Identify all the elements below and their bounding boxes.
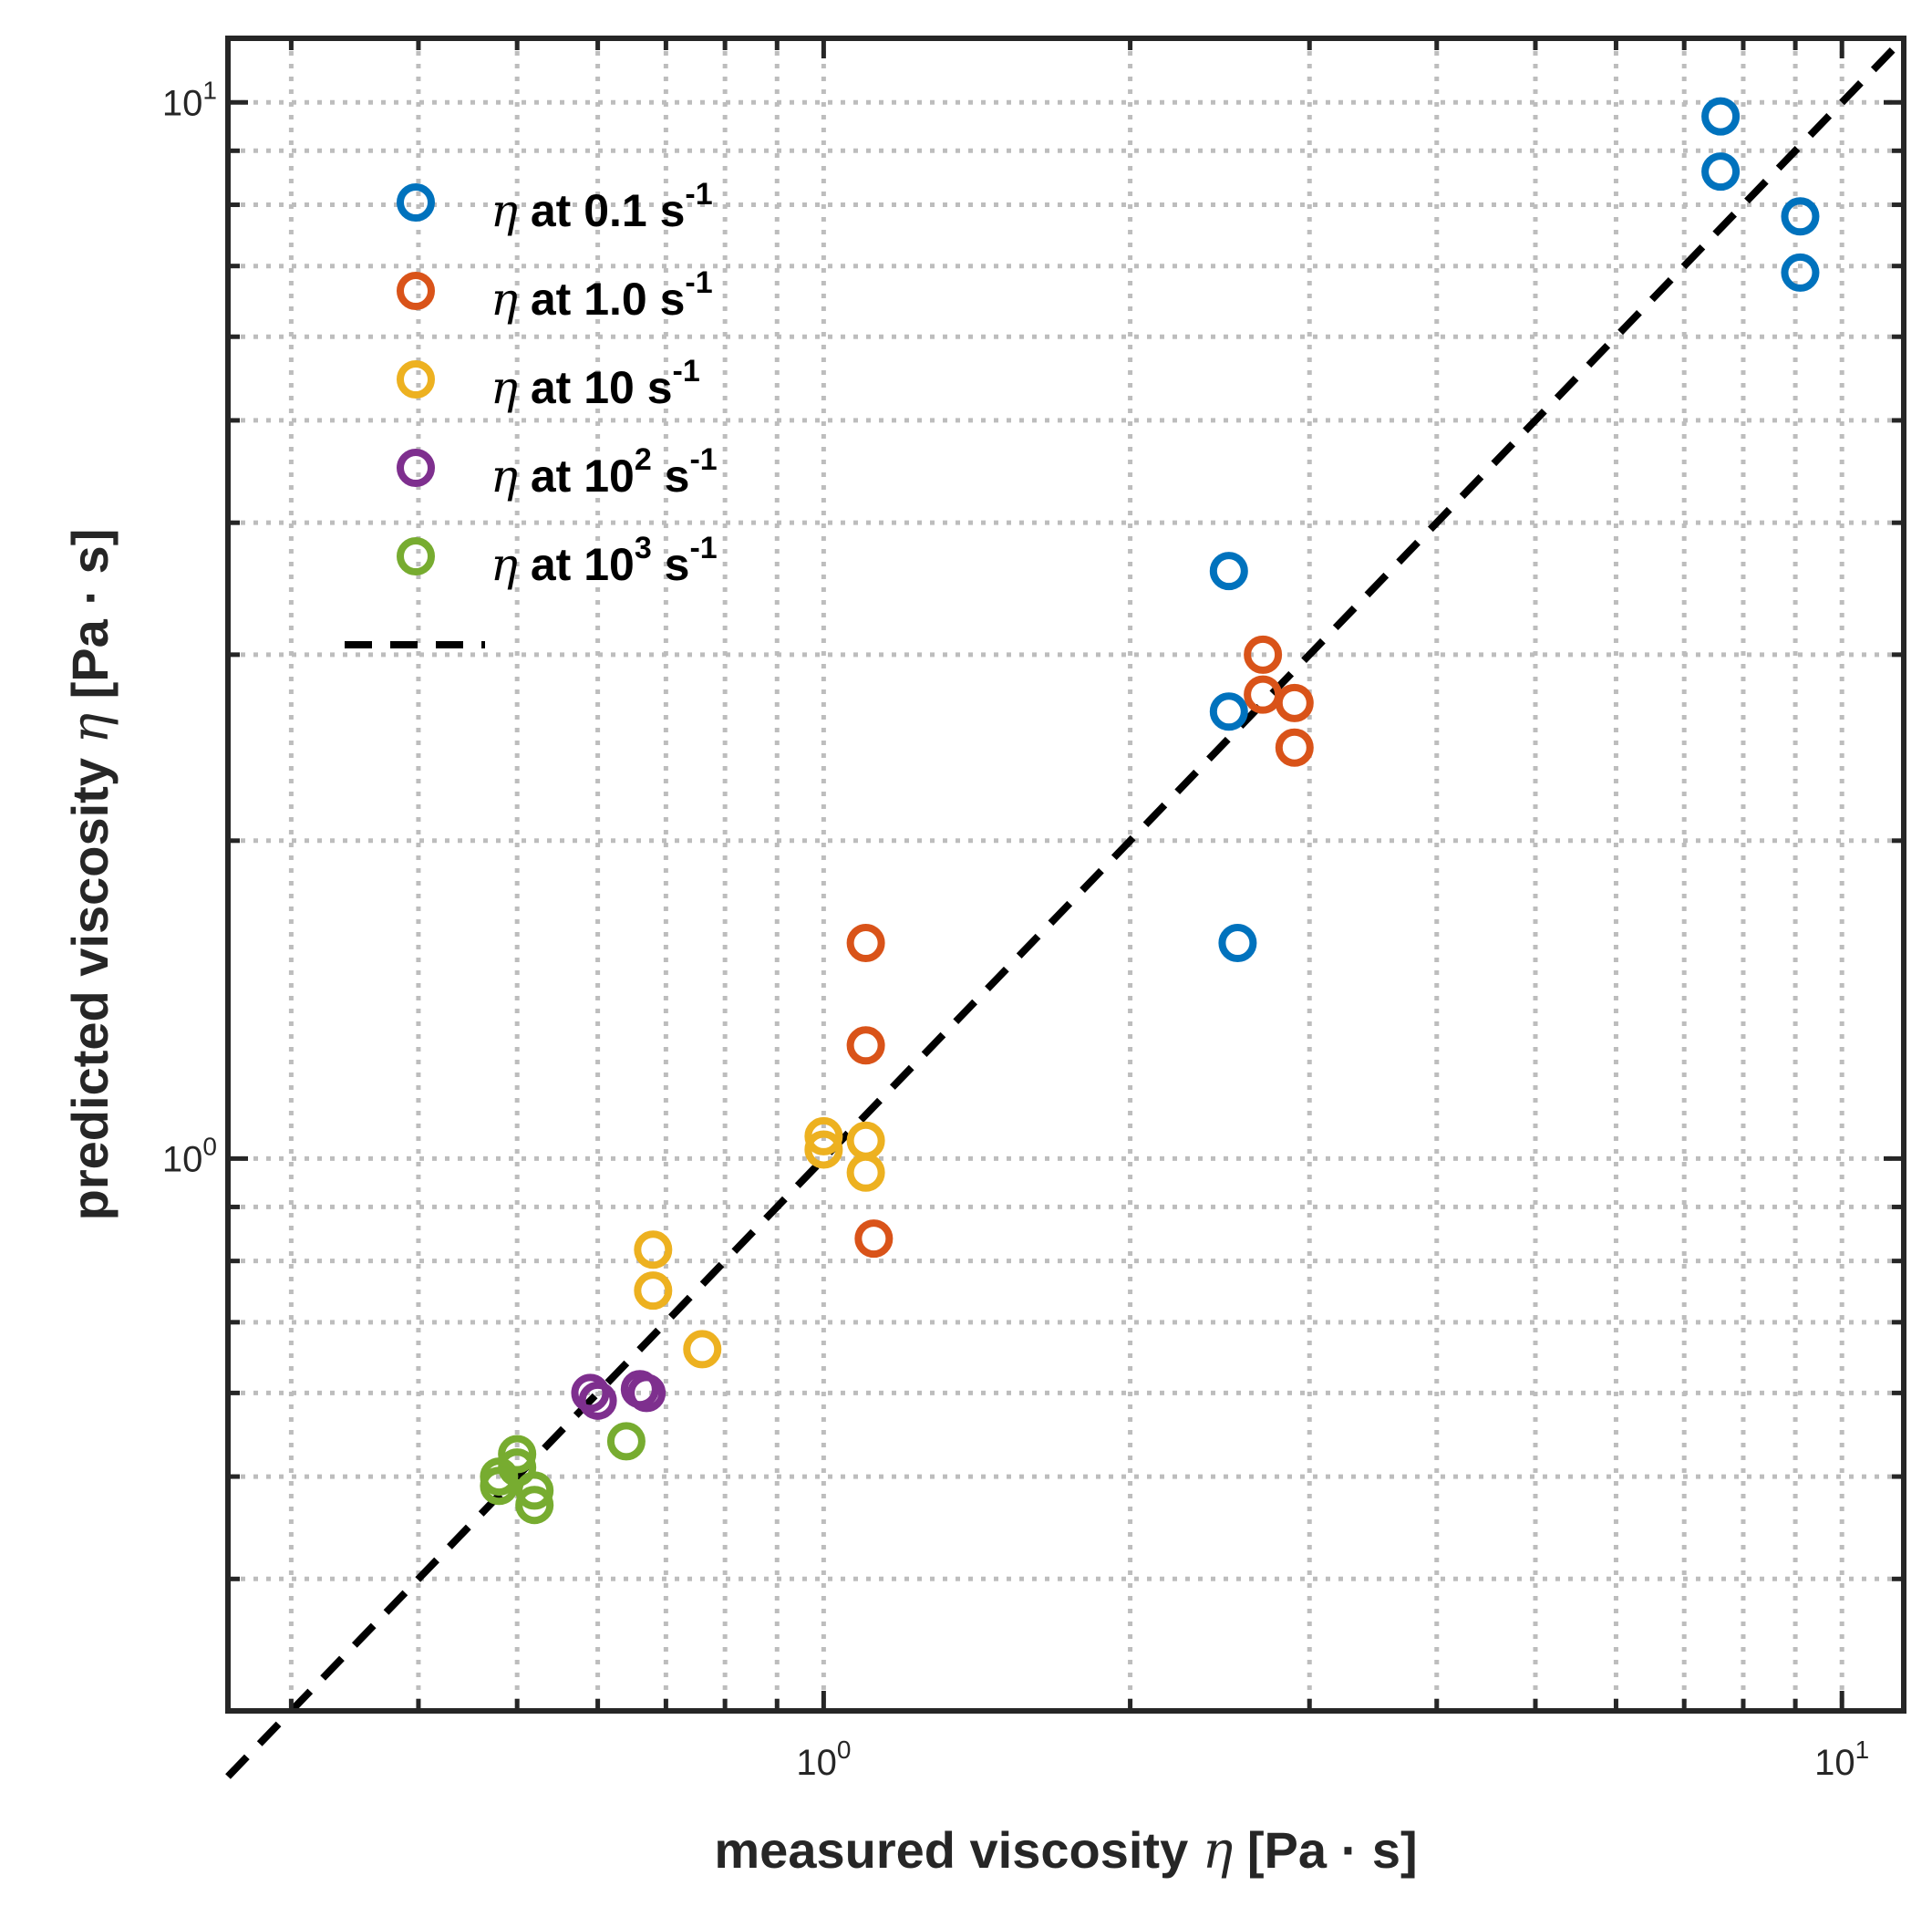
x-tick-exponent: 0 (837, 1736, 852, 1764)
y-axis-label: predicted viscosity η [Pa · s] (61, 529, 120, 1221)
legend-marker (397, 183, 435, 222)
data-point-series-5 (606, 1422, 646, 1461)
y-tick-exponent: 0 (202, 1132, 217, 1160)
data-point-series-3 (804, 1130, 843, 1169)
data-point-series-2 (1244, 635, 1283, 674)
data-point-series-1 (1781, 197, 1820, 236)
plot-frame (225, 36, 1906, 1714)
data-point-series-2 (846, 924, 885, 963)
legend-label: η at 10 s-1 (491, 354, 700, 414)
legend-unit: s (652, 451, 690, 502)
data-point-series-1 (1218, 924, 1257, 963)
x-axis-label-text: measured viscosity (714, 1821, 1202, 1879)
data-point-series-3 (634, 1271, 673, 1311)
legend-exponent: 2 (635, 442, 652, 477)
legend-unit-exponent: -1 (673, 354, 700, 389)
legend-symbol: η (491, 184, 518, 237)
y-axis-label-unit: [Pa · s] (61, 529, 119, 713)
legend-symbol: η (491, 450, 518, 503)
x-tick-label: 101 (1814, 1736, 1869, 1783)
y-tick-label: 101 (162, 76, 217, 123)
reference-line-group (225, 36, 1906, 1779)
legend-text: at 1.0 s (518, 274, 685, 325)
data-points (480, 97, 1820, 1525)
legend-item: η at 0.1 s-1 (397, 177, 713, 237)
legend-marker (397, 272, 435, 310)
legend-label: η at 102 s-1 (491, 442, 718, 503)
data-point-series-1 (1701, 152, 1741, 192)
x-tick-base: 10 (1814, 1743, 1855, 1783)
data-point-series-2 (1275, 683, 1314, 722)
legend-text: at 10 (518, 451, 635, 502)
legend-label: η at 0.1 s-1 (491, 177, 713, 237)
legend-text: at 10 (518, 539, 635, 590)
legend-item: η at 103 s-1 (397, 531, 718, 591)
legend-unit-exponent: -1 (689, 531, 717, 565)
data-point-series-4 (578, 1381, 617, 1420)
legend-unit-exponent: -1 (689, 442, 717, 477)
data-point-series-5 (498, 1435, 537, 1474)
legend-marker (397, 360, 435, 399)
data-point-series-2 (854, 1219, 894, 1259)
legend-item: η at 1.0 s-1 (397, 265, 713, 326)
data-point-series-1 (1209, 552, 1248, 591)
data-point-series-3 (634, 1230, 673, 1269)
legend-item: η at 102 s-1 (397, 442, 718, 503)
y-axis-label-symbol: η (61, 713, 120, 744)
legend-unit-exponent: -1 (685, 177, 712, 212)
data-point-series-3 (846, 1153, 885, 1192)
legend-symbol: η (491, 361, 518, 414)
x-tick-base: 10 (796, 1743, 837, 1783)
data-point-series-5 (515, 1471, 554, 1510)
legend-symbol: η (491, 273, 518, 326)
legend-text: at 10 s (518, 362, 673, 413)
y-tick-base: 10 (162, 83, 203, 123)
data-point-series-4 (627, 1373, 666, 1413)
axis-ticks (228, 38, 1904, 1714)
legend-text: at 0.1 s (518, 185, 685, 236)
grid-lines (228, 38, 1904, 1714)
legend-label: η at 1.0 s-1 (491, 265, 713, 326)
x-axis-label-symbol: η (1203, 1821, 1234, 1881)
y-tick-base: 10 (162, 1139, 203, 1179)
y-tick-exponent: 1 (202, 76, 217, 104)
x-tick-exponent: 1 (1855, 1736, 1870, 1764)
y-axis-label-text: predicted viscosity (61, 743, 119, 1220)
data-point-series-4 (571, 1373, 610, 1413)
data-point-series-1 (1209, 692, 1248, 731)
data-point-series-2 (1275, 728, 1314, 767)
legend-unit: s (652, 539, 690, 590)
data-point-series-2 (846, 1026, 885, 1065)
x-axis-label: measured viscosity η [Pa · s] (714, 1821, 1417, 1881)
x-axis-label-unit: [Pa · s] (1233, 1821, 1417, 1879)
legend-label: η at 103 s-1 (491, 531, 718, 591)
legend-marker (397, 537, 435, 575)
legend-symbol: η (491, 538, 518, 591)
axis-labels: measured viscosity η [Pa · s]predicted v… (61, 529, 1418, 1881)
legend: η at 0.1 s-1η at 1.0 s-1η at 10 s-1η at … (345, 177, 718, 648)
reference-line-y-equals-x (225, 36, 1906, 1779)
legend-exponent: 3 (635, 531, 652, 565)
x-tick-label: 100 (796, 1736, 851, 1783)
legend-unit-exponent: -1 (685, 265, 712, 300)
data-point-series-5 (515, 1486, 554, 1525)
y-tick-label: 100 (162, 1132, 217, 1179)
legend-marker (397, 449, 435, 487)
legend-item: η at 10 s-1 (397, 354, 700, 414)
data-point-series-5 (480, 1466, 519, 1506)
data-point-series-1 (1701, 97, 1741, 136)
data-point-series-3 (683, 1330, 722, 1369)
data-point-series-3 (804, 1116, 843, 1155)
data-point-series-1 (1781, 253, 1820, 292)
